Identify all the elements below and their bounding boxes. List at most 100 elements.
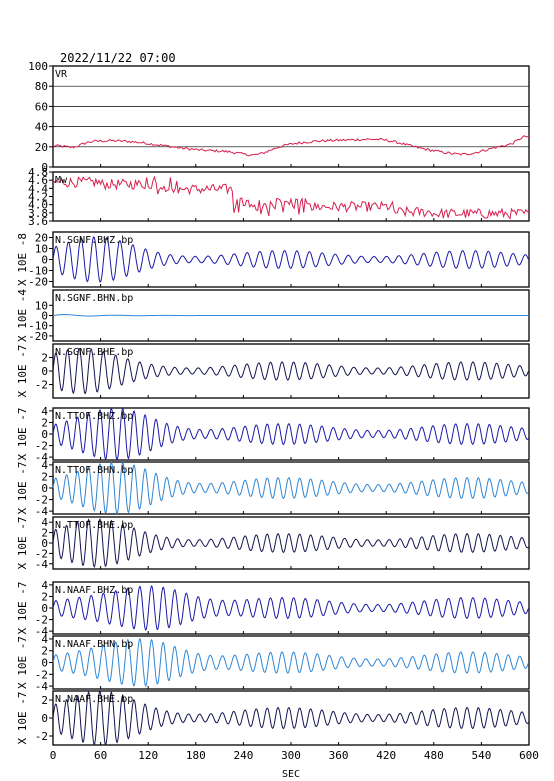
y-tick-label: 2 xyxy=(41,416,48,429)
x-tick-label: 120 xyxy=(138,749,158,762)
panel-unit-label: X 10E -7 xyxy=(16,462,29,515)
x-tick-label: 60 xyxy=(94,749,107,762)
y-tick-label: 4.6 xyxy=(28,174,48,187)
datetime-title: 2022/11/22 07:00 xyxy=(60,51,176,65)
panel-label: N.SGNF.BHE.bp xyxy=(55,347,133,358)
y-tick-label: 4 xyxy=(41,516,48,529)
y-tick-label: -4 xyxy=(35,451,49,464)
y-tick-label: 0 xyxy=(41,365,48,378)
y-tick-label: -10 xyxy=(28,265,48,278)
y-tick-label: 0 xyxy=(41,254,48,267)
y-tick-label: 10 xyxy=(35,243,48,256)
y-tick-label: -4 xyxy=(35,558,49,571)
panel-label: N.TTOF.BHE.bp xyxy=(55,520,133,531)
y-tick-label: -2 xyxy=(35,494,48,507)
y-tick-label: 100 xyxy=(28,60,48,73)
y-tick-label: -4 xyxy=(35,505,49,518)
y-tick-label: 2 xyxy=(41,645,48,658)
y-tick-label: 4 xyxy=(41,405,48,418)
y-tick-label: 4 xyxy=(41,579,48,592)
x-tick-label: 240 xyxy=(233,749,253,762)
y-tick-label: -10 xyxy=(28,320,48,333)
y-tick-label: 4.0 xyxy=(28,199,48,212)
x-tick-label: 600 xyxy=(519,749,539,762)
y-tick-label: -2 xyxy=(35,730,48,743)
y-tick-label: -20 xyxy=(28,330,48,343)
panel-2: 3.63.84.04.24.44.64.8 Mw xyxy=(28,166,530,228)
panel-unit-label: X 10E -7 xyxy=(16,408,29,461)
y-tick-label: 2 xyxy=(41,527,48,540)
panel-label: N.NAAF.BHE.bp xyxy=(55,694,133,705)
series-line xyxy=(52,406,529,462)
panel-11: -2 0 2 X 10E -7 N.NAAF.BHE.bp xyxy=(16,689,530,747)
panel-label: N.SGNF.BHZ.bp xyxy=(55,235,133,246)
y-tick-label: -2 xyxy=(35,668,48,681)
panel-unit-label: X 10E -7 xyxy=(16,517,29,570)
y-tick-label: 3.8 xyxy=(28,207,48,220)
panel-label: VR xyxy=(55,69,68,80)
series-line xyxy=(52,236,529,283)
y-tick-label: 10 xyxy=(35,299,48,312)
panel-label: N.NAAF.BHN.bp xyxy=(55,639,133,650)
x-tick-label: 420 xyxy=(376,749,396,762)
panel-unit-label: X 10E -8 xyxy=(16,233,29,286)
panel-label: N.TTOF.BHN.bp xyxy=(55,465,133,476)
series-line xyxy=(52,347,529,395)
series-line xyxy=(52,518,529,569)
y-tick-label: 0 xyxy=(41,657,48,670)
y-tick-label: 0 xyxy=(41,310,48,323)
y-tick-label: 60 xyxy=(35,100,48,113)
y-tick-label: -4 xyxy=(35,625,49,638)
y-tick-label: -2 xyxy=(35,614,48,627)
y-tick-label: -4 xyxy=(35,680,49,693)
panel-label: N.NAAF.BHZ.bp xyxy=(55,585,133,596)
y-tick-label: -2 xyxy=(35,379,48,392)
panel-label: Mw xyxy=(55,175,68,186)
y-tick-label: 20 xyxy=(35,141,48,154)
y-tick-label: 0 xyxy=(41,428,48,441)
y-tick-label: -2 xyxy=(35,547,48,560)
panel-unit-label: X 10E -7 xyxy=(16,345,29,398)
series-line xyxy=(52,689,529,747)
x-axis-label: SEC xyxy=(282,769,300,780)
series-line xyxy=(52,175,530,220)
y-tick-label: 4.4 xyxy=(28,182,48,195)
panel-frame xyxy=(52,171,530,222)
series-line xyxy=(52,313,529,317)
x-axis: 0 60 120 180 240 300 360 420 480 540 600 xyxy=(50,749,539,762)
y-tick-label: 0 xyxy=(41,537,48,550)
y-tick-label: 2 xyxy=(41,590,48,603)
panel-5: -202 X 10E -7 N.SGNF.BHE.bp xyxy=(16,343,530,399)
y-tick-label: 2 xyxy=(41,694,48,707)
y-tick-label: 2 xyxy=(41,470,48,483)
y-tick-label: 0 xyxy=(41,482,48,495)
y-tick-label: 4 xyxy=(41,459,48,472)
x-tick-label: 0 xyxy=(50,749,57,762)
y-tick-label: 2 xyxy=(41,352,48,365)
series-line xyxy=(52,637,529,687)
y-tick-label: 4 xyxy=(41,633,48,646)
panels-group: 020406080100VR3.63.84.04.24.44.64.8Mw-20… xyxy=(16,60,530,747)
panel-unit-label: X 10E -7 xyxy=(16,692,29,745)
panel-1: 0 20 40 60 80 100 VR xyxy=(28,60,530,174)
series-line xyxy=(52,460,529,516)
panel-frame xyxy=(52,65,530,168)
panel-label: N.TTOF.BHZ.bp xyxy=(55,411,133,422)
y-tick-label: 4.8 xyxy=(28,166,48,179)
series-line xyxy=(52,585,529,631)
y-tick-label: -20 xyxy=(28,276,48,289)
y-tick-label: -2 xyxy=(35,440,48,453)
y-tick-label: 20 xyxy=(35,232,48,245)
x-tick-label: 300 xyxy=(281,749,301,762)
panel-unit-label: X 10E -7 xyxy=(16,582,29,635)
y-tick-label: 3.6 xyxy=(28,215,48,228)
y-tick-label: 0 xyxy=(41,712,48,725)
x-tick-label: 480 xyxy=(424,749,444,762)
panel-label: N.SGNF.BHN.bp xyxy=(55,293,133,304)
panel-unit-label: X 10E -4 xyxy=(16,289,29,342)
